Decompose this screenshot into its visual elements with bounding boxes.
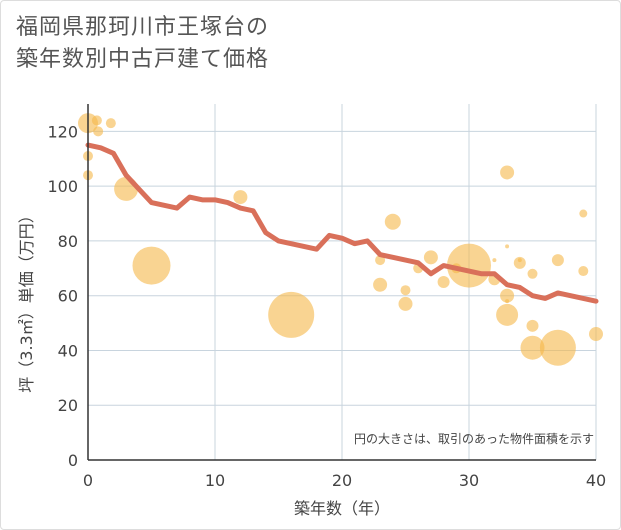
bubble-point <box>233 190 248 205</box>
bubble-point <box>132 246 171 285</box>
y-tick-label: 100 <box>47 177 78 196</box>
bubble-size-note: 円の大きさは、取引のあった物件面積を示す <box>354 431 594 446</box>
chart-title: 福岡県那珂川市王塚台の 築年数別中古戸建て価格 <box>16 12 576 76</box>
tick-labels: 0 20 40 60 80 100 120 0 10 20 30 40 <box>47 122 606 490</box>
bubble-point <box>539 329 576 366</box>
bubble-point <box>505 244 510 249</box>
y-tick-label: 0 <box>68 451 78 470</box>
bubble-point <box>513 256 526 269</box>
y-tick-label: 120 <box>47 122 78 141</box>
bubble-point <box>91 115 102 126</box>
bubble-point <box>400 285 411 296</box>
bubble-point <box>496 303 519 326</box>
bubble-point <box>398 296 413 311</box>
bubble-point <box>527 268 538 279</box>
bubble-point <box>492 258 497 263</box>
bubble-point <box>520 335 545 360</box>
bubble-point <box>589 327 603 342</box>
trend-line-series <box>85 142 599 304</box>
x-tick-label: 10 <box>205 471 225 490</box>
bubble-point <box>423 250 438 265</box>
x-axis-label: 築年数（年） <box>294 499 390 518</box>
trend-line <box>85 142 599 304</box>
bubble-point <box>437 276 450 288</box>
bubble-point <box>526 319 539 332</box>
grid-lines <box>87 104 597 461</box>
x-tick-label: 20 <box>332 471 352 490</box>
bubble-point <box>105 118 116 129</box>
bubble-point <box>93 126 104 137</box>
y-tick-label: 40 <box>58 341 78 360</box>
bubble-point <box>551 254 564 267</box>
x-tick-label: 40 <box>586 471 606 490</box>
bubble-point <box>505 299 510 304</box>
bubble-point <box>500 288 515 303</box>
bubble-point <box>114 176 139 201</box>
bubble-point <box>268 291 315 338</box>
axes <box>87 104 596 461</box>
bubble-point <box>500 165 515 180</box>
bubble-point <box>447 243 491 288</box>
bubble-point <box>384 213 401 230</box>
bubble-point <box>373 277 388 292</box>
title-line-1: 福岡県那珂川市王塚台の <box>16 15 270 40</box>
bubble-series <box>78 113 603 366</box>
y-tick-label: 20 <box>58 396 78 415</box>
y-tick-label: 80 <box>58 232 78 251</box>
bubble-point <box>579 209 588 218</box>
y-tick-label: 60 <box>58 287 78 306</box>
title-line-2: 築年数別中古戸建て価格 <box>16 47 270 72</box>
x-tick-label: 30 <box>459 471 479 490</box>
y-axis-label: 坪（3.3㎡）単価（万円） <box>17 207 36 392</box>
bubble-point <box>578 266 589 277</box>
x-tick-label: 0 <box>83 471 93 490</box>
